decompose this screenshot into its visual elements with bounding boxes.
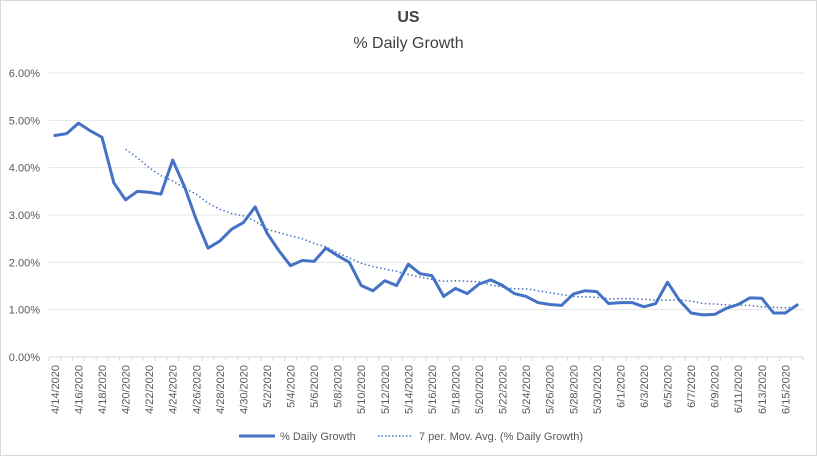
x-tick-label: 6/9/2020 xyxy=(710,365,722,408)
x-tick-label: 4/22/2020 xyxy=(144,365,156,414)
y-tick-label: 0.00% xyxy=(9,352,40,364)
x-axis: 4/14/2020 4/16/2020 4/18/2020 4/20/2020 4/22… xyxy=(48,357,804,414)
x-tick-label: 6/13/2020 xyxy=(757,365,769,414)
y-tick-label: 3.00% xyxy=(9,210,40,222)
x-tick-label: 5/12/2020 xyxy=(380,365,392,414)
x-tick-label: 5/2/2020 xyxy=(262,365,274,408)
x-tick-label: 5/20/2020 xyxy=(474,365,486,414)
x-tick-label: 6/7/2020 xyxy=(686,365,698,408)
x-tick-label: 4/18/2020 xyxy=(97,365,109,414)
x-tick-label: 6/3/2020 xyxy=(639,365,651,408)
x-tick-label: 5/10/2020 xyxy=(356,365,368,414)
y-tick-label: 5.00% xyxy=(9,115,40,127)
series-line-moving-average xyxy=(125,148,798,309)
series-line-daily-growth xyxy=(53,121,799,317)
x-tick-label: 6/1/2020 xyxy=(615,365,627,408)
y-tick-label: 6.00% xyxy=(9,68,40,80)
x-tick-label: 5/24/2020 xyxy=(521,365,533,414)
x-tick-label: 6/11/2020 xyxy=(733,365,745,413)
x-tick-label: 5/16/2020 xyxy=(427,365,439,414)
chart-subtitle: % Daily Growth xyxy=(353,35,464,52)
x-tick-label: 5/8/2020 xyxy=(333,365,345,408)
gridlines xyxy=(49,72,803,358)
x-tick-label: 6/15/2020 xyxy=(780,365,792,414)
x-tick-label: 5/28/2020 xyxy=(568,365,580,414)
x-tick-label: 4/16/2020 xyxy=(73,365,85,414)
x-tick-label: 5/26/2020 xyxy=(545,365,557,414)
x-tick-label: 4/26/2020 xyxy=(191,365,203,414)
x-tick-label: 5/30/2020 xyxy=(592,365,604,414)
y-tick-label: 2.00% xyxy=(9,257,40,269)
x-tick-label: 6/5/2020 xyxy=(663,365,675,408)
series-group xyxy=(53,121,799,317)
x-tick-label: 4/24/2020 xyxy=(168,365,180,414)
x-tick-label: 4/30/2020 xyxy=(238,365,250,414)
x-tick-label: 5/14/2020 xyxy=(403,365,415,414)
y-axis: 0.00% 1.00% 2.00% 3.00% 4.00% 5.00% 6.00% xyxy=(9,68,40,364)
x-tick-label: 4/20/2020 xyxy=(121,365,133,414)
x-tick-label: 5/6/2020 xyxy=(309,365,321,408)
legend: % Daily Growth 7 per. Mov. Avg. (% Daily… xyxy=(239,431,583,443)
y-tick-label: 1.00% xyxy=(9,305,40,317)
chart-title: US xyxy=(397,9,420,26)
x-tick-label: 5/22/2020 xyxy=(498,365,510,414)
x-tick-label: 4/14/2020 xyxy=(50,365,62,414)
x-tick-label: 4/28/2020 xyxy=(215,365,227,414)
y-tick-label: 4.00% xyxy=(9,163,40,175)
legend-label-daily-growth: % Daily Growth xyxy=(280,431,356,443)
x-tick-label: 5/18/2020 xyxy=(450,365,462,414)
x-tick-label: 5/4/2020 xyxy=(286,365,298,408)
legend-label-moving-average: 7 per. Mov. Avg. (% Daily Growth) xyxy=(419,431,583,443)
